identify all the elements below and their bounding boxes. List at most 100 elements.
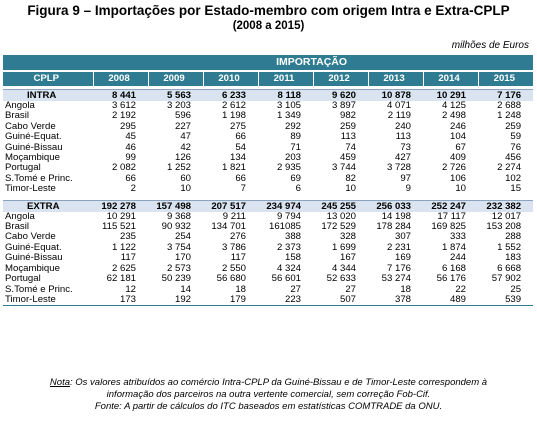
value-cell: 276 [229,232,246,243]
source-line: Fonte: A partir de cálculos do ITC basea… [94,401,443,412]
table-row: Portugal 62 181 50 239 56 680 56 601 52 633 53… [3,274,533,284]
table-row: Angola 3 612 3 203 2 612 3 105 3 897 4 071 4 12… [3,101,533,111]
intra-total-row: INTRA 8 441 5 563 6 233 8 118 9 620 10 878 10 2… [3,89,534,101]
value-cell: 7 [240,184,246,195]
value-cell: 507 [313,294,368,307]
value-cell: 2 726 [441,163,466,174]
value-cell: 1 874 [441,242,466,253]
table-row: S.Tomé e Princ. 66 60 66 69 82 97 106 102 [3,174,533,184]
value-cell: 161085 [268,222,301,233]
total-cell: 5 563 [148,89,203,101]
value-cell: 59 [510,132,522,143]
value-cell: 489 [423,294,478,307]
value-cell: 288 [505,232,522,243]
value-cell: 67 [455,142,466,153]
value-cell: 97 [400,173,411,184]
table-row: Guiné-Bissau 117 170 117 158 167 169 244 183 [3,253,533,263]
value-cell: 3 203 [166,101,191,111]
value-cell: 18 [400,284,411,295]
value-cell: 25 [510,284,522,295]
table-row: Brasil 115 521 90 932 134 701 161085 172 529 1… [3,222,533,232]
table-row: Portugal 2 082 1 252 1 821 2 935 3 744 3 728 2 … [3,163,533,173]
value-cell: 22 [455,284,466,295]
year-header-row: CPLP 2008 2009 2010 2011 2012 2013 2014 … [3,71,534,86]
value-cell: 76 [510,142,522,153]
total-cell: 8 441 [93,89,148,101]
table-row: Moçambique 99 126 134 203 459 427 409 456 [3,153,533,163]
value-cell: 246 [449,121,466,132]
value-cell: 172 529 [321,222,356,233]
value-cell: 60 [180,173,191,184]
value-cell: 539 [478,294,534,307]
table-body: INTRA 8 441 5 563 6 233 8 118 9 620 10 878 10 2… [3,86,534,307]
year-header: 2011 [257,71,313,86]
country-label: Cabo Verde [5,232,56,243]
country-label: Timor-Leste [5,184,56,195]
value-cell: 167 [339,253,356,264]
total-cell: 245 255 [313,199,368,212]
note-text: : Os valores atribuídos ao comércio Intr… [70,377,488,388]
value-cell: 3 612 [111,101,136,111]
value-cell: 7 176 [386,263,411,274]
value-cell: 1 198 [221,111,246,122]
table-row: Guiné-Bissau 46 42 54 71 74 73 67 76 [3,143,533,153]
extra-total-row: EXTRA 192 278 157 498 207 517 234 974 245 255… [3,199,534,212]
value-cell: 52 633 [326,274,356,285]
year-header: 2010 [202,71,258,86]
value-cell: 47 [180,132,191,143]
value-cell: 388 [284,232,301,243]
year-header: 2014 [422,71,478,86]
country-label: Moçambique [5,263,60,274]
country-label: Guiné-Bissau [5,253,63,264]
value-cell: 6 668 [497,263,522,274]
total-cell: 192 278 [93,199,148,212]
total-cell: 157 498 [148,199,203,212]
value-cell: 13 020 [326,211,356,222]
value-cell: 14 [180,284,191,295]
value-cell: 1 821 [221,163,246,174]
value-cell: 1 552 [497,242,522,253]
value-cell: 2 550 [221,263,246,274]
country-label: Angola [5,101,35,111]
value-cell: 427 [394,153,411,164]
value-cell: 56 176 [436,274,466,285]
value-cell: 117 [120,253,136,264]
value-cell: 66 [235,132,246,143]
year-header: 2009 [147,71,203,86]
group-header: IMPORTAÇÃO [93,55,534,72]
value-cell: 227 [174,121,191,132]
year-header: 2008 [92,71,148,86]
value-cell: 10 [180,184,191,195]
country-label: Cabo Verde [5,121,56,132]
country-label: Moçambique [5,153,60,164]
value-cell: 307 [394,232,411,243]
table-row: Cabo Verde 295 227 275 292 259 240 246 259 [3,122,533,132]
value-cell: 6 168 [441,263,466,274]
value-cell: 17 117 [437,211,466,222]
value-cell: 2 082 [111,163,136,174]
total-cell: 252 247 [423,199,478,212]
value-cell: 45 [125,132,136,143]
country-label: Brasil [5,222,29,233]
value-cell: 203 [284,153,301,164]
value-cell: 56 680 [216,274,246,285]
total-cell: 8 118 [258,89,313,101]
value-cell: 3 105 [276,101,301,111]
country-label: Angola [5,211,35,222]
value-cell: 170 [174,253,191,264]
value-cell: 183 [505,253,522,264]
value-cell: 1 122 [111,242,136,253]
value-cell: 10 291 [106,211,136,222]
total-cell: 256 033 [368,199,423,212]
value-cell: 244 [449,253,466,264]
value-cell: 295 [119,121,136,132]
total-cell: 9 620 [313,89,368,101]
value-cell: 259 [339,121,356,132]
value-cell: 2 [130,184,136,195]
value-cell: 254 [174,232,191,243]
value-cell: 10 [455,184,466,195]
value-cell: 179 [203,294,258,307]
total-cell: 6 233 [203,89,258,101]
value-cell: 9 [405,184,411,195]
